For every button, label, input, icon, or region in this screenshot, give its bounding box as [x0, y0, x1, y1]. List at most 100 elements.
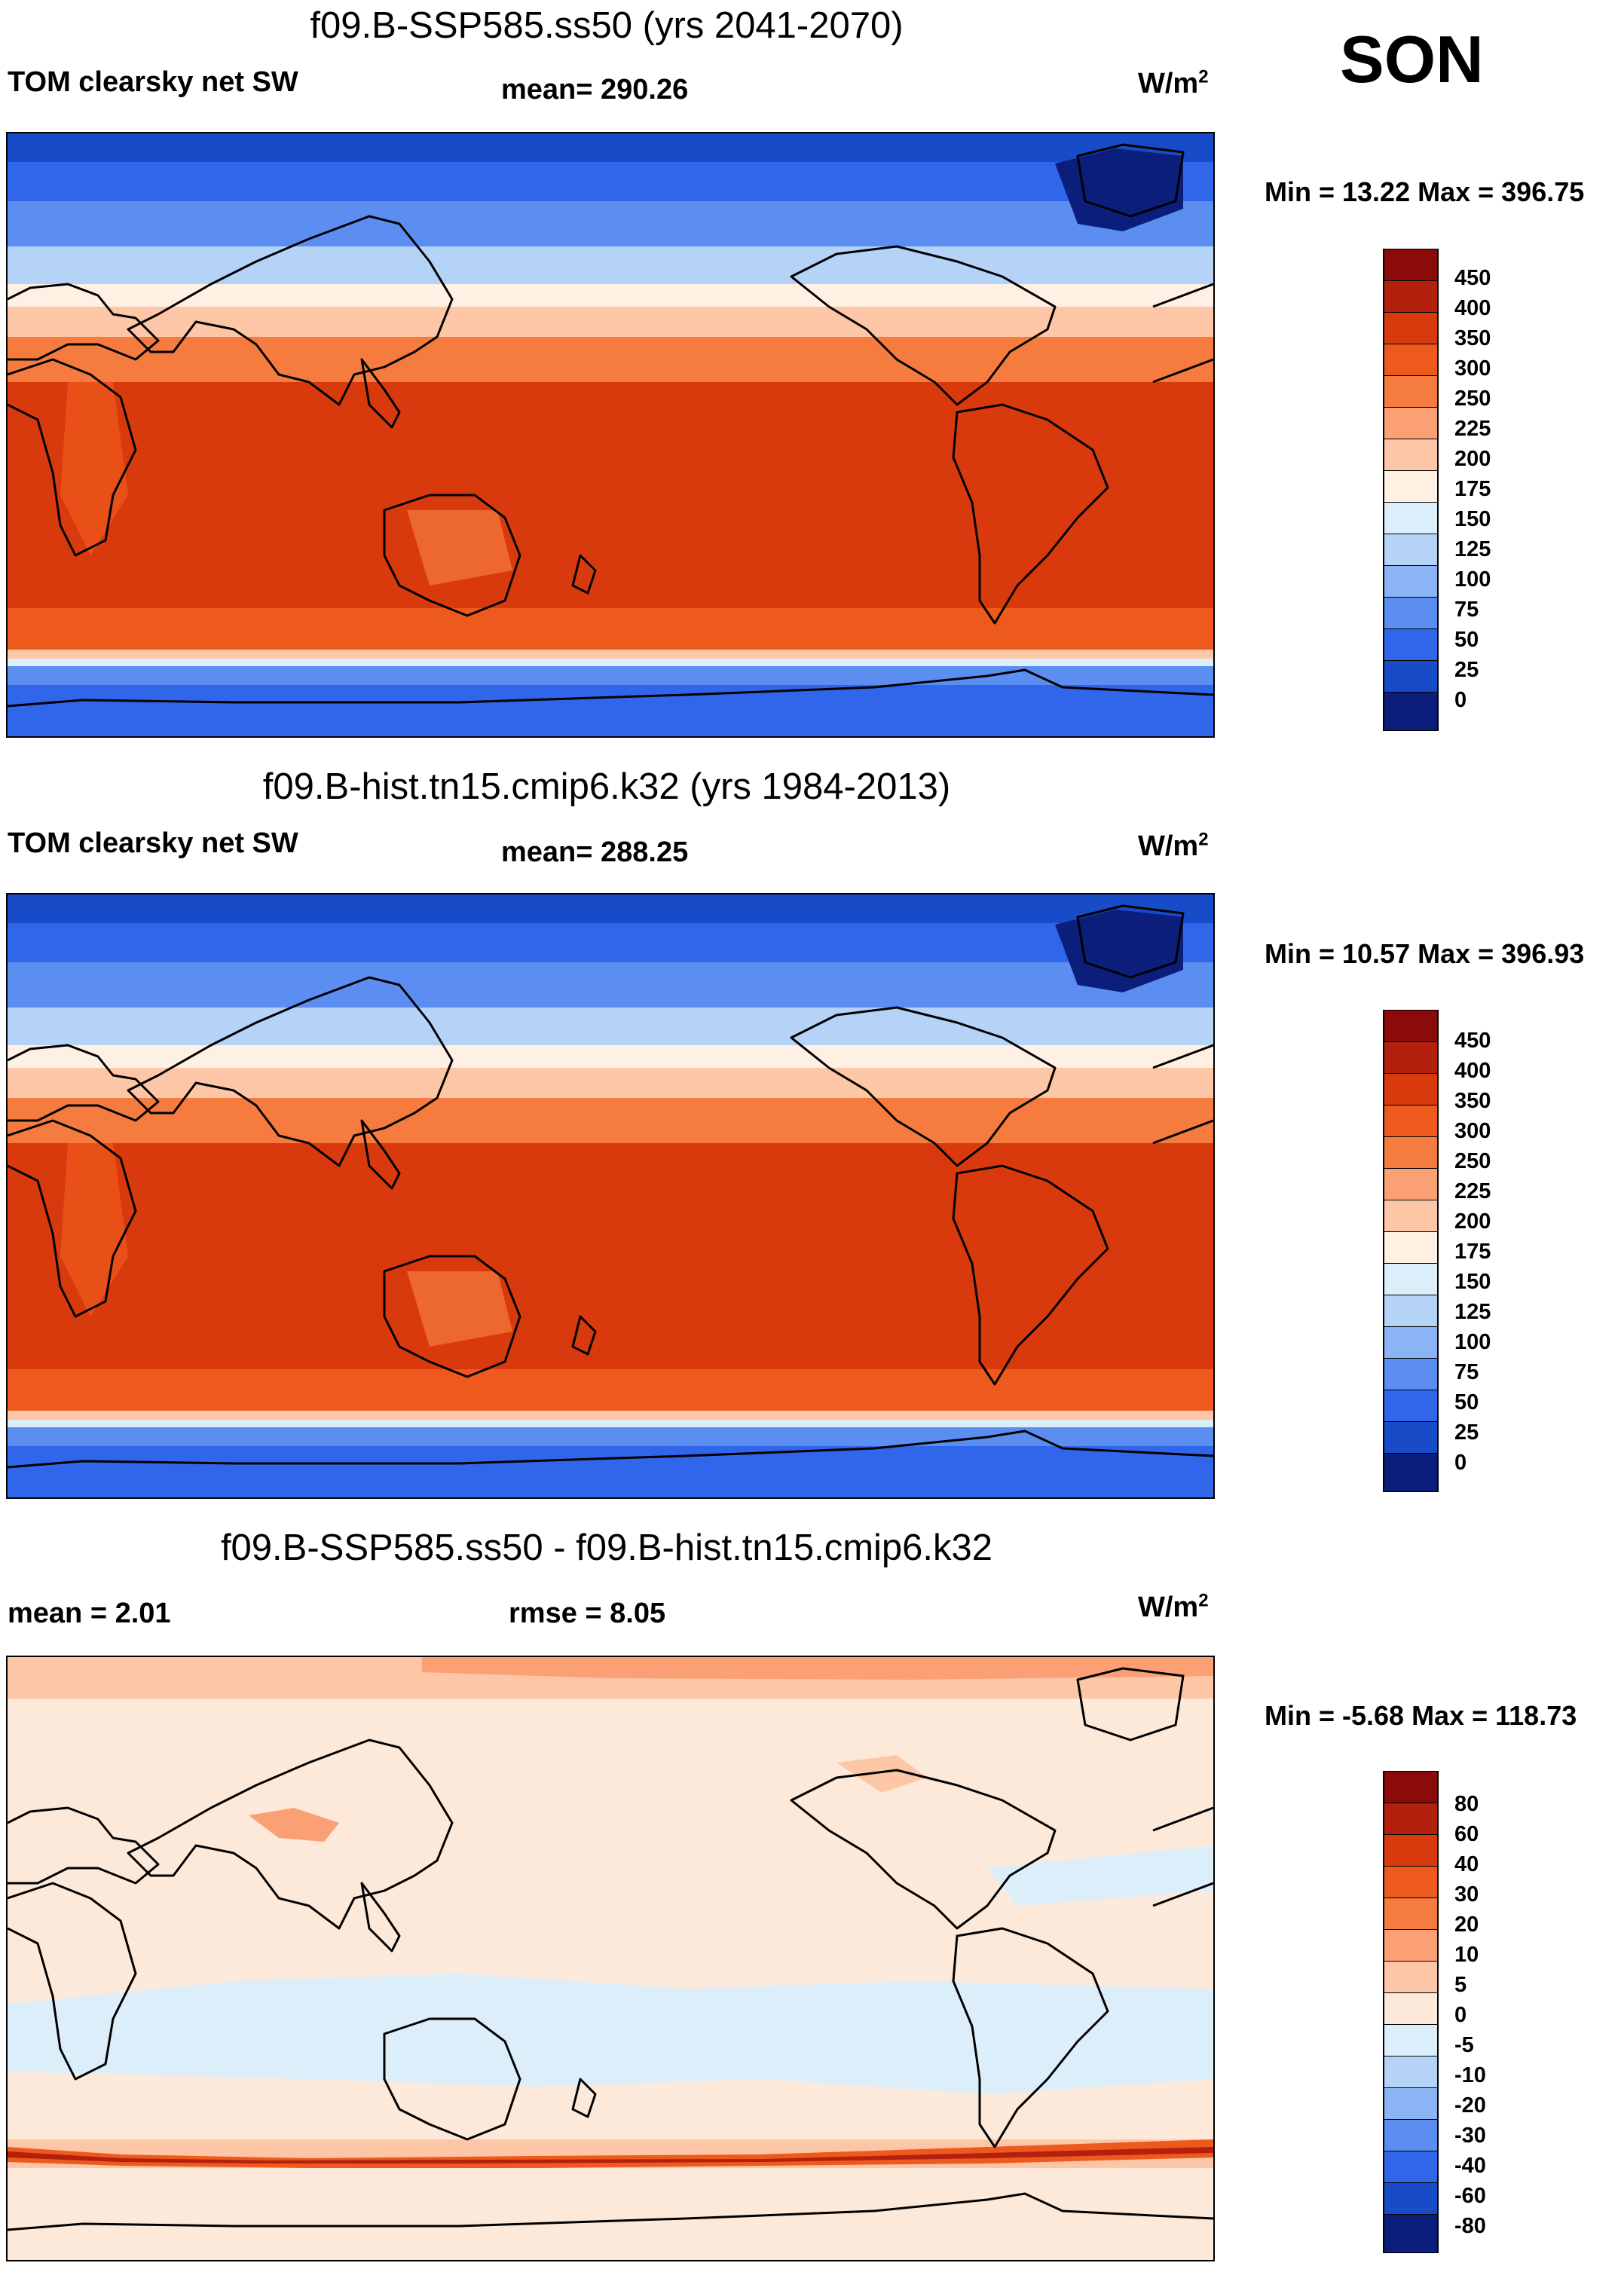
panel-2-title: f09.B-hist.tn15.cmip6.k32 (yrs 1984-2013… [262, 766, 951, 807]
panel-3-cb-label: -20 [1454, 2093, 1486, 2118]
panel-1-coastlines [8, 143, 1213, 708]
panel-2-cb-label: 450 [1454, 1029, 1491, 1053]
panel-3-cb-label: -30 [1454, 2124, 1486, 2148]
panel-2-swatch-2 [1383, 1073, 1439, 1105]
panel-2-cb-label: 150 [1454, 1270, 1491, 1294]
panel-2-swatch-5 [1383, 1168, 1439, 1200]
panel-2-coastlines [8, 904, 1213, 1469]
panel-1-swatch-10 [1383, 565, 1439, 598]
panel-1-swatch-0 [1383, 249, 1439, 281]
panel-2-cb-label: 100 [1454, 1330, 1491, 1354]
panel-2-swatch-3 [1383, 1105, 1439, 1137]
panel-3-cb-label: 20 [1454, 1913, 1479, 1937]
panel-2-colorbar [1383, 1010, 1439, 1492]
panel-2-swatch-14 [1383, 1453, 1439, 1492]
panel-3-mean: mean = 2.01 [8, 1598, 171, 1629]
panel-3-cb-label: -5 [1454, 2033, 1474, 2057]
panel-1-units: W/m2 [1138, 66, 1209, 99]
panel-2-swatch-10 [1383, 1326, 1439, 1359]
panel-2-map [6, 893, 1215, 1499]
panel-1-cb-label: 100 [1454, 567, 1491, 592]
panel-1-swatch-5 [1383, 407, 1439, 439]
panel-3-swatch-14 [1383, 2214, 1439, 2253]
panel-2-swatch-0 [1383, 1010, 1439, 1042]
panel-3-swatch-0 [1383, 1771, 1439, 1803]
panel-3-coastlines [8, 1667, 1213, 2231]
panel-3-units: W/m2 [1138, 1590, 1209, 1623]
panel-1-swatch-2 [1383, 312, 1439, 344]
panel-2-cb-label: 50 [1454, 1390, 1479, 1414]
panel-2-swatch-12 [1383, 1390, 1439, 1422]
panel-3-cb-label: -80 [1454, 2214, 1486, 2238]
panel-3-cb-label: -10 [1454, 2063, 1486, 2087]
panel-3-title: f09.B-SSP585.ss50 - f09.B-hist.tn15.cmip… [220, 1527, 993, 1568]
panel-1-minmax: Min = 13.22 Max = 396.75 [1265, 176, 1585, 207]
panel-3-swatch-11 [1383, 2119, 1439, 2151]
panel-2-cb-label: 350 [1454, 1089, 1491, 1113]
panel-3-cb-label: -60 [1454, 2184, 1486, 2208]
panel-2-cb-label: 0 [1454, 1451, 1467, 1475]
panel-2-cb-label: 225 [1454, 1179, 1491, 1203]
panel-3-swatch-3 [1383, 1866, 1439, 1898]
panel-3-cb-label: 5 [1454, 1973, 1467, 1997]
panel-1-swatch-14 [1383, 692, 1439, 731]
panel-2-bands [8, 894, 1213, 1497]
panel-3-swatch-1 [1383, 1803, 1439, 1835]
panel-1-swatch-11 [1383, 597, 1439, 629]
panel-3-cb-label: -40 [1454, 2154, 1486, 2178]
panel-1-swatch-12 [1383, 628, 1439, 661]
panel-1-cb-label: 175 [1454, 477, 1491, 501]
panel-1-map [6, 132, 1215, 738]
panel-1-cb-label: 450 [1454, 266, 1491, 290]
panel-1-cb-label: 300 [1454, 356, 1491, 381]
panel-2-swatch-11 [1383, 1358, 1439, 1390]
panel-2-cb-label: 250 [1454, 1149, 1491, 1173]
panel-3-swatch-9 [1383, 2056, 1439, 2088]
panel-1-swatch-6 [1383, 439, 1439, 471]
panel-3-swatch-4 [1383, 1897, 1439, 1930]
panel-2-cb-label: 200 [1454, 1209, 1491, 1234]
panel-3-swatch-7 [1383, 1992, 1439, 2025]
panel-2-mean: mean= 288.25 [501, 836, 689, 868]
panel-2-swatch-9 [1383, 1295, 1439, 1327]
panel-2-cb-label: 25 [1454, 1420, 1479, 1445]
panel-3-swatch-6 [1383, 1961, 1439, 1993]
panel-3-map [6, 1656, 1215, 2261]
panel-1-swatch-1 [1383, 280, 1439, 313]
panel-1-cb-label: 350 [1454, 326, 1491, 350]
panel-1-cb-label: 225 [1454, 417, 1491, 441]
panel-1-cb-label: 0 [1454, 688, 1467, 712]
panel-2-cb-label: 400 [1454, 1059, 1491, 1083]
panel-3-cb-label: 40 [1454, 1852, 1479, 1876]
panel-1-cb-label: 125 [1454, 537, 1491, 561]
panel-3-cb-label: 80 [1454, 1792, 1479, 1816]
panel-1-swatch-8 [1383, 502, 1439, 534]
season-label: SON [1340, 22, 1484, 96]
panel-3-bands [8, 1657, 1213, 2260]
panel-3-cb-label: 0 [1454, 2003, 1467, 2027]
panel-1-cb-label: 25 [1454, 658, 1479, 682]
panel-1-swatch-9 [1383, 534, 1439, 566]
panel-3-swatch-10 [1383, 2087, 1439, 2120]
panel-2-variable: TOM clearsky net SW [8, 827, 298, 859]
panel-1-swatch-3 [1383, 344, 1439, 376]
panel-1-swatch-7 [1383, 470, 1439, 503]
panel-1-title: f09.B-SSP585.ss50 (yrs 2041-2070) [310, 5, 904, 46]
panel-3-cb-label: 30 [1454, 1882, 1479, 1907]
panel-2-swatch-1 [1383, 1041, 1439, 1074]
panel-1-cb-label: 50 [1454, 628, 1479, 652]
panel-3-swatch-2 [1383, 1834, 1439, 1867]
panel-3-swatch-8 [1383, 2024, 1439, 2056]
panel-1-cb-label: 200 [1454, 447, 1491, 471]
panel-2-units: W/m2 [1138, 829, 1209, 862]
panel-3-minmax: Min = -5.68 Max = 118.73 [1265, 1700, 1577, 1731]
panel-2-cb-label: 75 [1454, 1360, 1479, 1384]
panel-1-bands [8, 133, 1213, 736]
panel-1-cb-label: 250 [1454, 387, 1491, 411]
panel-2-swatch-7 [1383, 1231, 1439, 1264]
panel-2-cb-label: 125 [1454, 1300, 1491, 1324]
panel-2-swatch-8 [1383, 1263, 1439, 1295]
panel-1-swatch-4 [1383, 375, 1439, 408]
panel-2-swatch-6 [1383, 1200, 1439, 1232]
panel-2-cb-label: 175 [1454, 1240, 1491, 1264]
